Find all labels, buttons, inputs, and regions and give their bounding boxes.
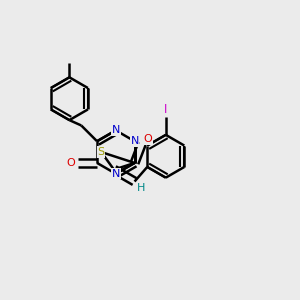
- Text: I: I: [164, 103, 167, 116]
- Text: H: H: [137, 183, 145, 193]
- Text: O: O: [67, 158, 76, 168]
- Text: N: N: [112, 169, 120, 179]
- Text: N: N: [130, 136, 139, 146]
- Text: S: S: [98, 147, 105, 157]
- Text: N: N: [112, 125, 120, 135]
- Text: O: O: [144, 134, 152, 144]
